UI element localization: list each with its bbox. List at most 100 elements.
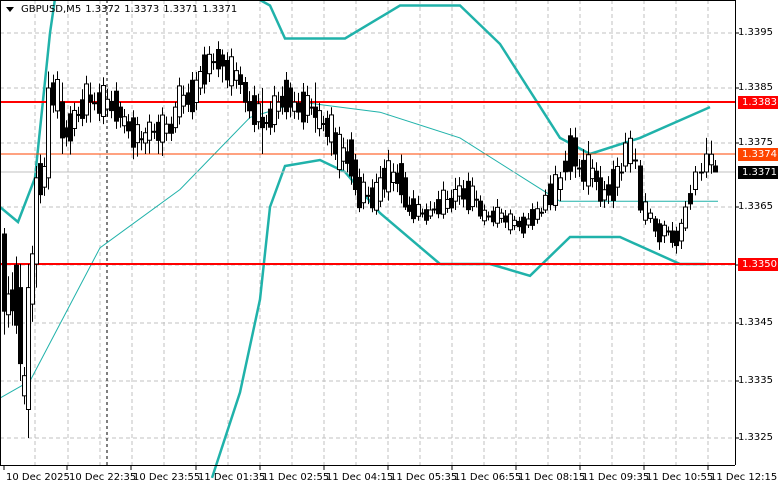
candle-body[interactable] [211, 61, 216, 64]
candle-body[interactable] [558, 177, 563, 190]
candle-body[interactable] [482, 209, 487, 222]
candle-body[interactable] [173, 106, 178, 129]
candle-body[interactable] [42, 165, 47, 188]
candle-body[interactable] [436, 199, 441, 215]
candle-body[interactable] [143, 132, 148, 144]
candle-body[interactable] [432, 208, 437, 211]
candle-body[interactable] [190, 79, 195, 113]
candle-body[interactable] [264, 122, 269, 124]
candle-body[interactable] [337, 133, 342, 171]
candle-body[interactable] [26, 287, 31, 411]
candle-body[interactable] [420, 212, 425, 215]
candle-body[interactable] [202, 54, 207, 85]
candle-body[interactable] [486, 215, 491, 218]
candle-body[interactable] [55, 78, 60, 112]
candle-body[interactable] [225, 60, 230, 81]
candle-body[interactable] [276, 101, 281, 112]
candle-body[interactable] [378, 177, 383, 202]
candle-body[interactable] [568, 135, 573, 172]
candle-body[interactable] [292, 101, 297, 112]
candle-body[interactable] [301, 91, 306, 123]
candle-body[interactable] [403, 177, 408, 208]
candle-body[interactable] [623, 142, 628, 167]
candle-body[interactable] [521, 216, 526, 234]
candle-body[interactable] [553, 174, 558, 206]
candle-body[interactable] [131, 117, 136, 148]
candle-body[interactable] [234, 70, 239, 81]
candle-body[interactable] [238, 74, 243, 85]
candle-body[interactable] [280, 95, 285, 108]
candle-body[interactable] [628, 137, 633, 165]
candle-body[interactable] [156, 121, 161, 141]
candle-body[interactable] [177, 85, 182, 118]
candle-body[interactable] [699, 171, 704, 174]
candle-body[interactable] [391, 171, 396, 184]
candle-body[interactable] [272, 95, 277, 126]
candle-body[interactable] [321, 123, 326, 126]
candle-body[interactable] [64, 127, 69, 138]
candle-body[interactable] [495, 206, 500, 224]
candle-body[interactable] [581, 159, 586, 182]
candle-body[interactable] [563, 160, 568, 173]
candle-body[interactable] [683, 206, 688, 229]
candle-body[interactable] [260, 116, 265, 129]
candle-body[interactable] [713, 165, 718, 173]
candle-body[interactable] [194, 79, 199, 104]
candle-body[interactable] [207, 53, 212, 75]
candle-body[interactable] [345, 151, 350, 164]
candle-body[interactable] [268, 108, 273, 128]
candle-body[interactable] [666, 230, 671, 233]
candle-body[interactable] [92, 102, 97, 105]
candle-body[interactable] [704, 153, 709, 173]
candle-body[interactable] [662, 224, 667, 237]
candle-body[interactable] [114, 90, 119, 122]
candle-body[interactable] [466, 180, 471, 211]
candle-body[interactable] [411, 198, 416, 220]
candle-body[interactable] [6, 293, 11, 316]
candle-body[interactable] [288, 87, 293, 108]
candle-body[interactable] [586, 154, 591, 187]
candle-body[interactable] [407, 204, 412, 212]
candle-body[interactable] [449, 197, 454, 209]
candle-body[interactable] [181, 94, 186, 107]
candle-body[interactable] [256, 103, 261, 123]
candle-body[interactable] [164, 123, 169, 134]
candle-body[interactable] [122, 116, 127, 127]
candle-body[interactable] [80, 99, 85, 119]
candle-body[interactable] [68, 113, 73, 142]
candle-body[interactable] [453, 189, 458, 202]
candle-body[interactable] [252, 95, 257, 125]
candle-body[interactable] [457, 185, 462, 197]
candle-body[interactable] [577, 167, 582, 170]
candle-body[interactable] [643, 201, 648, 221]
candle-body[interactable] [72, 109, 77, 130]
candle-body[interactable] [22, 375, 27, 397]
candle-body[interactable] [30, 253, 35, 305]
candle-body[interactable] [18, 287, 23, 365]
candle-body[interactable] [105, 98, 110, 110]
candle-body[interactable] [648, 212, 653, 219]
candle-body[interactable] [478, 200, 483, 217]
candle-body[interactable] [186, 92, 191, 105]
candle-body[interactable] [526, 218, 531, 226]
candle-body[interactable] [693, 171, 698, 190]
candle-body[interactable] [633, 159, 638, 162]
candle-body[interactable] [216, 49, 221, 70]
candle-body[interactable] [357, 176, 362, 209]
candle-body[interactable] [688, 193, 693, 205]
candle-body[interactable] [333, 132, 338, 155]
candle-body[interactable] [51, 82, 56, 106]
candle-body[interactable] [38, 163, 43, 196]
candle-body[interactable] [135, 124, 140, 144]
candle-body[interactable] [14, 264, 19, 326]
candle-body[interactable] [386, 160, 391, 193]
candle-body[interactable] [615, 165, 620, 188]
candle-body[interactable] [539, 211, 544, 214]
candle-body[interactable] [97, 92, 102, 114]
candle-body[interactable] [126, 121, 131, 132]
candle-body[interactable] [109, 100, 114, 112]
candle-body[interactable] [147, 121, 152, 141]
candle-body[interactable] [152, 130, 157, 133]
candle-body[interactable] [474, 198, 479, 201]
candle-body[interactable] [139, 138, 144, 141]
